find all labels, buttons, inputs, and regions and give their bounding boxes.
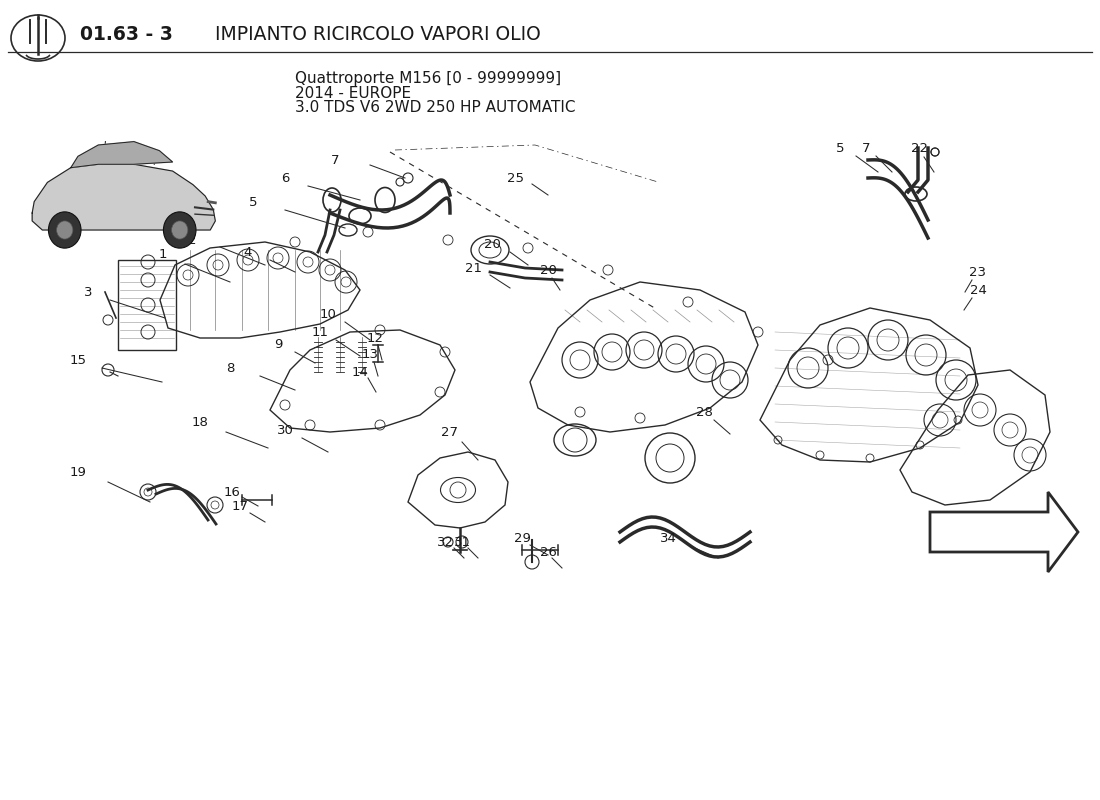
Text: 20: 20 (540, 263, 557, 277)
Text: 34: 34 (660, 531, 676, 545)
Text: 26: 26 (540, 546, 557, 558)
Polygon shape (32, 164, 216, 230)
Text: 31: 31 (453, 535, 471, 549)
Text: 3: 3 (84, 286, 92, 298)
Circle shape (48, 212, 81, 248)
Text: 32: 32 (437, 535, 453, 549)
Circle shape (164, 212, 196, 248)
Text: 13: 13 (362, 349, 378, 362)
Text: 01.63 - 3: 01.63 - 3 (80, 26, 173, 45)
Text: 5: 5 (249, 195, 257, 209)
Text: 18: 18 (191, 415, 208, 429)
Text: 30: 30 (276, 423, 294, 437)
Text: 17: 17 (231, 501, 249, 514)
Text: 20: 20 (484, 238, 500, 251)
Text: 15: 15 (69, 354, 87, 366)
Text: 22: 22 (912, 142, 928, 154)
Text: 7: 7 (861, 142, 870, 154)
Text: 1: 1 (158, 249, 167, 262)
Text: 9: 9 (274, 338, 283, 351)
Text: Quattroporte M156 [0 - 99999999]: Quattroporte M156 [0 - 99999999] (295, 70, 561, 86)
Text: 11: 11 (311, 326, 329, 339)
Text: 6: 6 (280, 171, 289, 185)
Text: 4: 4 (244, 246, 252, 258)
Text: 10: 10 (320, 309, 337, 322)
Text: 19: 19 (69, 466, 87, 478)
Text: 28: 28 (695, 406, 713, 418)
Polygon shape (70, 142, 173, 168)
Text: IMPIANTO RICIRCOLO VAPORI OLIO: IMPIANTO RICIRCOLO VAPORI OLIO (214, 26, 541, 45)
Text: 14: 14 (352, 366, 368, 378)
Text: 23: 23 (969, 266, 987, 278)
Text: 21: 21 (465, 262, 483, 274)
Text: 12: 12 (366, 331, 384, 345)
Text: 29: 29 (514, 531, 530, 545)
Text: 16: 16 (223, 486, 241, 498)
Text: 3.0 TDS V6 2WD 250 HP AUTOMATIC: 3.0 TDS V6 2WD 250 HP AUTOMATIC (295, 101, 575, 115)
Text: 2014 - EUROPE: 2014 - EUROPE (295, 86, 411, 101)
Text: 25: 25 (507, 171, 525, 185)
Text: 8: 8 (226, 362, 234, 374)
Text: 2: 2 (188, 234, 196, 246)
Circle shape (56, 221, 73, 239)
Text: 27: 27 (441, 426, 459, 438)
Circle shape (172, 221, 188, 239)
Text: 7: 7 (331, 154, 339, 166)
Text: 5: 5 (836, 142, 845, 154)
Text: 24: 24 (969, 283, 987, 297)
